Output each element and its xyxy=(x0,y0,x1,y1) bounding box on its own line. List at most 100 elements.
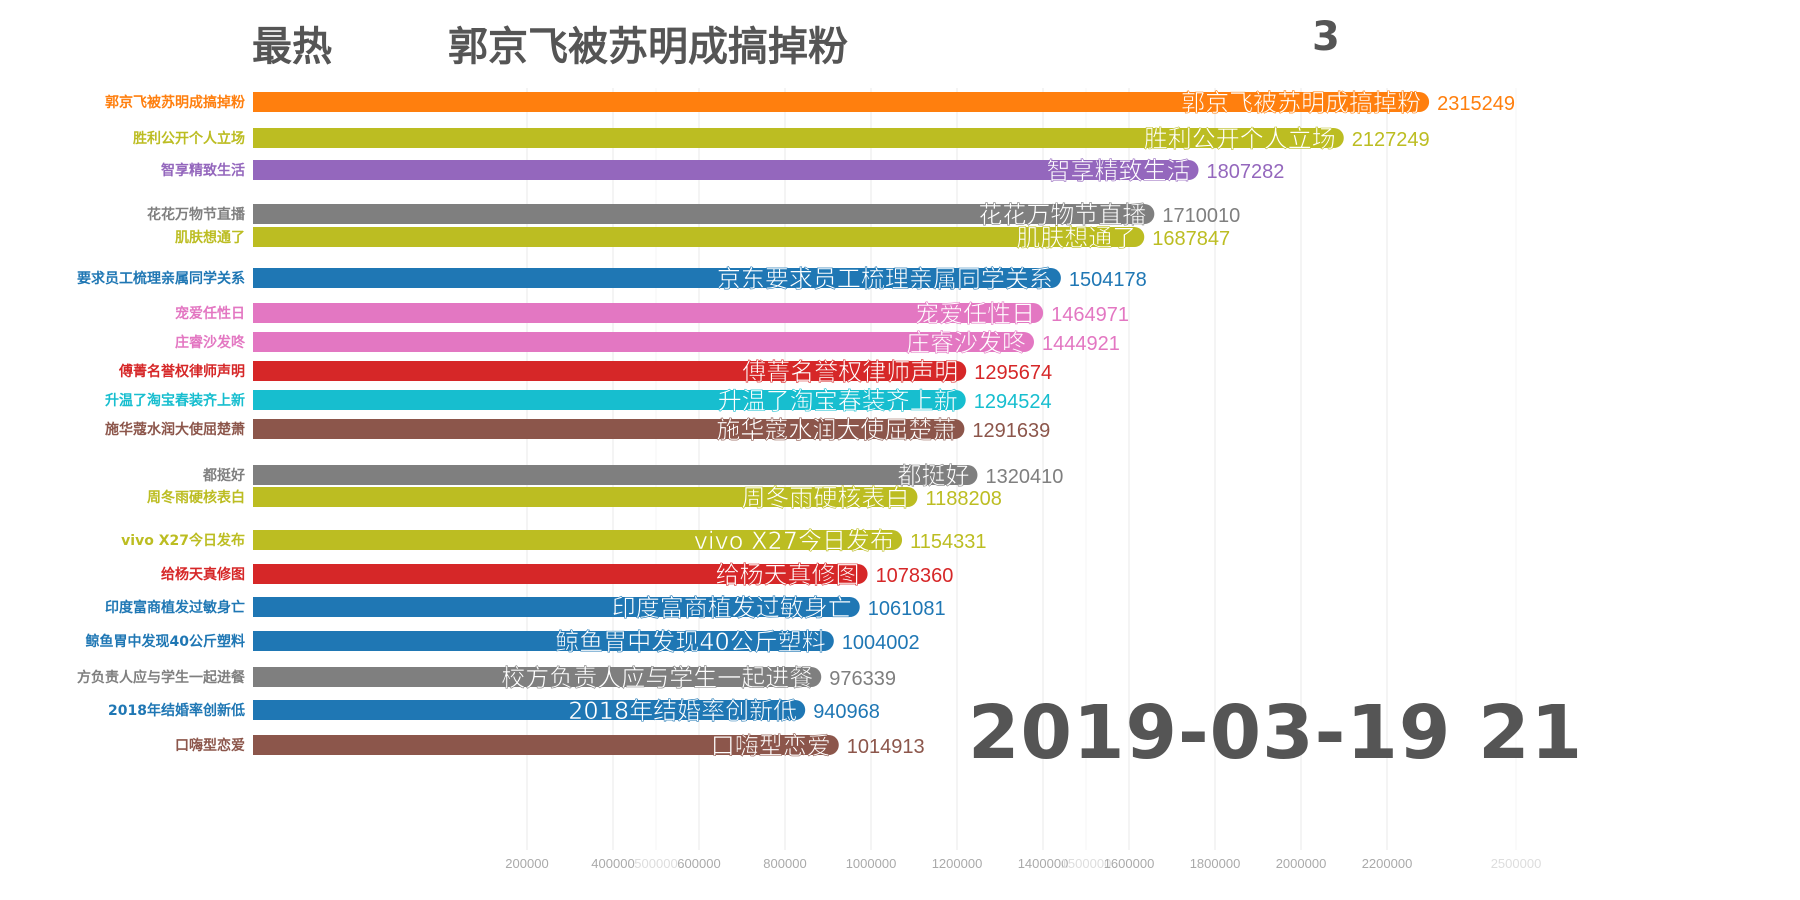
bar-label: 郭京飞被苏明成搞掉粉 xyxy=(1181,89,1421,117)
axis-label: 2018年结婚率创新低 xyxy=(108,702,245,719)
bar-label: 2018年结婚率创新低 xyxy=(568,697,797,725)
bar-left-edge xyxy=(253,92,265,112)
axis-label: 肌肤想通了 xyxy=(175,229,245,246)
bar-label: 印度富商植发过敏身亡 xyxy=(612,594,852,622)
x-tick-label: 1800000 xyxy=(1190,856,1241,871)
bar xyxy=(253,268,1061,288)
bar-label: 胜利公开个人立场 xyxy=(1144,125,1336,153)
bar xyxy=(253,530,903,550)
bar-label: 肌肤想通了 xyxy=(1016,224,1136,252)
axis-label: 宠爱任性日 xyxy=(175,305,245,322)
bar-label: 口嗨型恋爱 xyxy=(711,732,831,760)
bar-label: vivo X27今日发布 xyxy=(694,527,894,555)
bar-left-edge xyxy=(253,332,265,352)
date-label: 2019-03-19 21 xyxy=(968,690,1584,776)
bar-left-edge xyxy=(253,667,265,687)
bar-left-edge xyxy=(253,128,265,148)
bar-label: 花花万物节直播 xyxy=(978,201,1146,229)
x-tick-label: 400000 xyxy=(591,856,634,871)
value-label: 940968 xyxy=(813,701,880,723)
x-tick-label: 500000 xyxy=(634,856,677,871)
bar-label: 鲸鱼胃中发现40公斤塑料 xyxy=(555,628,826,656)
axis-label: 施华蔻水润大使屈楚萧 xyxy=(105,421,245,438)
axis-label: 鲸鱼胃中发现40公斤塑料 xyxy=(86,633,245,650)
bar-label: 智享精致生活 xyxy=(1047,157,1191,185)
bar-left-edge xyxy=(253,631,265,651)
bar-left-edge xyxy=(253,530,265,550)
bar xyxy=(253,465,978,485)
bar xyxy=(253,204,1155,224)
bar xyxy=(253,332,1034,352)
header-label: 最热 xyxy=(252,24,332,70)
bar-left-edge xyxy=(253,597,265,617)
bar xyxy=(253,735,839,755)
bar xyxy=(253,390,966,410)
bar xyxy=(253,303,1044,323)
bar xyxy=(253,700,806,720)
value-label: 1710010 xyxy=(1162,205,1240,227)
bar-left-edge xyxy=(253,487,265,507)
value-label: 1464971 xyxy=(1051,304,1129,326)
bar-left-edge xyxy=(253,204,265,224)
bar-label: 都挺好 xyxy=(897,462,969,490)
axis-label: 给杨天真修图 xyxy=(161,566,245,583)
bar xyxy=(253,419,965,439)
axis-label: 方负责人应与学生一起进餐 xyxy=(77,669,246,686)
bar-label: 宠爱任性日 xyxy=(915,300,1035,328)
bar-left-edge xyxy=(253,419,265,439)
top-item-title: 郭京飞被苏明成搞掉粉 xyxy=(448,24,848,70)
axis-label: 印度富商植发过敏身亡 xyxy=(105,599,245,616)
axis-label: 庄睿沙发咚 xyxy=(175,334,246,351)
x-tick-label: 1400000 xyxy=(1018,856,1069,871)
value-label: 1294524 xyxy=(974,391,1052,413)
bar-label: 周冬雨硬核表白 xyxy=(741,484,909,512)
x-tick-label: 2000000 xyxy=(1276,856,1327,871)
bar xyxy=(253,631,834,651)
bar xyxy=(253,667,822,687)
bar-left-edge xyxy=(253,268,265,288)
bar-label: 京东要求员工梳理亲属同学关系 xyxy=(717,265,1053,293)
x-tick-label: 800000 xyxy=(763,856,806,871)
value-label: 1078360 xyxy=(876,565,954,587)
axis-label: 要求员工梳理亲属同学关系 xyxy=(77,270,245,287)
axis-label: 郭京飞被苏明成搞掉粉 xyxy=(105,94,245,111)
value-label: 1188208 xyxy=(925,488,1001,510)
bar-left-edge xyxy=(253,735,265,755)
value-label: 1291639 xyxy=(972,420,1050,442)
bar xyxy=(253,128,1344,148)
axis-label: 都挺好 xyxy=(202,467,245,484)
axis-label: 升温了淘宝春装齐上新 xyxy=(105,392,245,409)
x-tick-label: 200000 xyxy=(505,856,548,871)
axis-label: vivo X27今日发布 xyxy=(121,532,245,549)
bar-left-edge xyxy=(253,390,265,410)
bar-left-edge xyxy=(253,564,265,584)
bar-label: 校方负责人应与学生一起进餐 xyxy=(501,664,813,692)
value-label: 1444921 xyxy=(1042,333,1120,355)
axis-label: 傅菁名誉权律师声明 xyxy=(118,363,245,380)
value-label: 2127249 xyxy=(1352,129,1430,151)
bar xyxy=(253,160,1199,180)
value-label: 1061081 xyxy=(868,598,946,620)
bar-label: 给杨天真修图 xyxy=(716,561,860,589)
bar-left-edge xyxy=(253,465,265,485)
x-tick-label: 1600000 xyxy=(1104,856,1155,871)
x-tick-label: 1000000 xyxy=(846,856,897,871)
value-label: 1154331 xyxy=(910,531,986,553)
bar xyxy=(253,227,1145,247)
value-label: 976339 xyxy=(829,668,896,690)
bar-label: 升温了淘宝春装齐上新 xyxy=(718,387,958,415)
axis-label: 智享精致生活 xyxy=(160,162,245,179)
x-tick-label: 1200000 xyxy=(932,856,983,871)
bar-left-edge xyxy=(253,160,265,180)
bar-left-edge xyxy=(253,700,265,720)
bar-left-edge xyxy=(253,227,265,247)
bar-left-edge xyxy=(253,303,265,323)
counter: 3 xyxy=(1312,14,1340,60)
bar-label: 庄睿沙发咚 xyxy=(906,329,1026,357)
value-label: 1320410 xyxy=(985,466,1063,488)
bar-label: 傅菁名誉权律师声明 xyxy=(742,358,958,386)
axis-label: 胜利公开个人立场 xyxy=(133,130,245,147)
value-label: 1004002 xyxy=(842,632,920,654)
bar xyxy=(253,92,1430,112)
